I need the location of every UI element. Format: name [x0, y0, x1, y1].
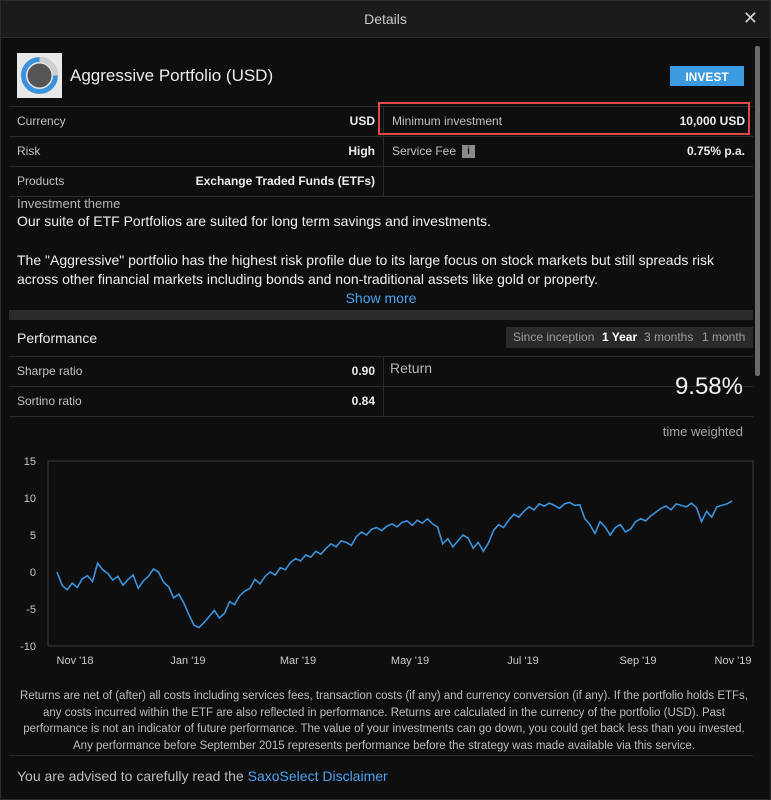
products-label: Products — [17, 174, 65, 188]
y-tick-label: -10 — [20, 641, 36, 653]
series-line — [56, 500, 733, 629]
x-tick-label: May '19 — [391, 655, 429, 667]
disclaimer-text: You are advised to carefully read the — [17, 768, 248, 784]
tab-since-inception[interactable]: Since inception — [513, 330, 595, 344]
x-tick-label: Jul '19 — [507, 655, 538, 667]
x-tick-label: Jan '19 — [170, 655, 205, 667]
ratio-row: Sortino ratio 0.84 — [9, 387, 753, 417]
sharpe-label: Sharpe ratio — [17, 364, 83, 378]
performance-chart: 15 10 5 0 -5 -10 Nov '18 Jan '19 Mar '19 May '19 J… — [20, 456, 754, 667]
investment-theme-label: Investment theme — [17, 196, 121, 211]
details-grid: Currency USD Minimum investment 10,000 USD… — [9, 106, 753, 197]
section-divider — [9, 310, 753, 320]
tab-1-month[interactable]: 1 month — [702, 330, 746, 344]
disclaimer-link[interactable]: SaxoSelect Disclaimer — [247, 768, 388, 784]
chart-frame — [47, 460, 754, 647]
empty-cell — [384, 167, 753, 196]
sharpe-value: 0.90 — [351, 364, 375, 378]
portfolio-title: Aggressive Portfolio (USD) — [70, 66, 274, 85]
return-note: time weighted — [662, 424, 743, 439]
sortino-value: 0.84 — [351, 394, 375, 408]
performance-title: Performance — [17, 330, 98, 346]
portfolio-logo-icon — [17, 53, 62, 98]
service-fee-value: 0.75% p.a. — [686, 144, 745, 158]
x-tick-label: Sep '19 — [620, 655, 657, 667]
y-tick-label: 15 — [24, 456, 36, 468]
tab-1-year[interactable]: 1 Year — [602, 330, 638, 344]
disclaimer: You are advised to carefully read the Sa… — [17, 768, 388, 784]
invest-button[interactable]: INVEST — [670, 66, 744, 86]
y-tick-label: 5 — [30, 530, 36, 542]
risk-label: Risk — [17, 144, 41, 158]
ratio-row: Sharpe ratio 0.90 — [9, 357, 753, 387]
dialog-titlebar: Details ✕ — [1, 1, 770, 38]
min-investment-highlight — [378, 102, 750, 135]
return-label: Return — [390, 360, 433, 376]
period-tabs: Since inception 1 Year 3 months 1 month — [506, 327, 753, 348]
details-row: Currency USD Minimum investment 10,000 USD — [9, 107, 753, 137]
products-value: Exchange Traded Funds (ETFs) — [195, 174, 375, 188]
min-investment-label: Minimum investment — [392, 114, 503, 128]
close-icon[interactable]: ✕ — [742, 8, 758, 28]
theme-paragraph-1: Our suite of ETF Portfolios are suited f… — [17, 213, 491, 229]
currency-value: USD — [349, 114, 375, 128]
dialog-title: Details — [364, 11, 407, 27]
x-tick-label: Nov '19 — [715, 655, 752, 667]
details-row: Risk High Service Fee i 0.75% p.a. — [9, 137, 753, 167]
footnote: Returns are net of (after) all costs inc… — [19, 690, 748, 752]
show-more-link[interactable]: Show more — [345, 290, 417, 306]
service-fee-label: Service Fee i — [392, 137, 476, 166]
tab-3-months[interactable]: 3 months — [644, 330, 694, 344]
return-value: 9.58% — [674, 373, 743, 400]
y-tick-label: 0 — [30, 567, 36, 579]
y-tick-label: 10 — [24, 493, 36, 505]
x-tick-label: Mar '19 — [280, 655, 316, 667]
sortino-label: Sortino ratio — [17, 394, 82, 408]
scrollbar-thumb[interactable] — [755, 46, 760, 376]
min-investment-value: 10,000 USD — [679, 114, 745, 128]
service-fee-text: Service Fee — [392, 144, 457, 158]
theme-paragraph-2: The "Aggressive" portfolio has the highe… — [17, 252, 715, 287]
risk-value: High — [348, 144, 375, 158]
ratios-grid: Sharpe ratio 0.90 Sortino ratio 0.84 — [9, 356, 753, 417]
details-row: Products Exchange Traded Funds (ETFs) — [9, 167, 753, 197]
footer-divider — [9, 755, 753, 756]
currency-label: Currency — [17, 114, 66, 128]
y-tick-label: -5 — [26, 604, 36, 616]
info-icon[interactable]: i — [462, 145, 476, 159]
x-tick-label: Nov '18 — [57, 655, 94, 667]
portfolio-header: Aggressive Portfolio (USD) INVEST — [17, 53, 752, 99]
